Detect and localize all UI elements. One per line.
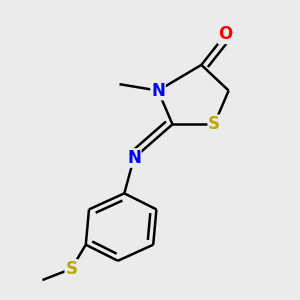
Text: N: N — [127, 149, 141, 167]
Text: O: O — [218, 26, 233, 44]
Text: N: N — [151, 82, 165, 100]
Text: S: S — [65, 260, 77, 278]
Text: S: S — [208, 115, 220, 133]
